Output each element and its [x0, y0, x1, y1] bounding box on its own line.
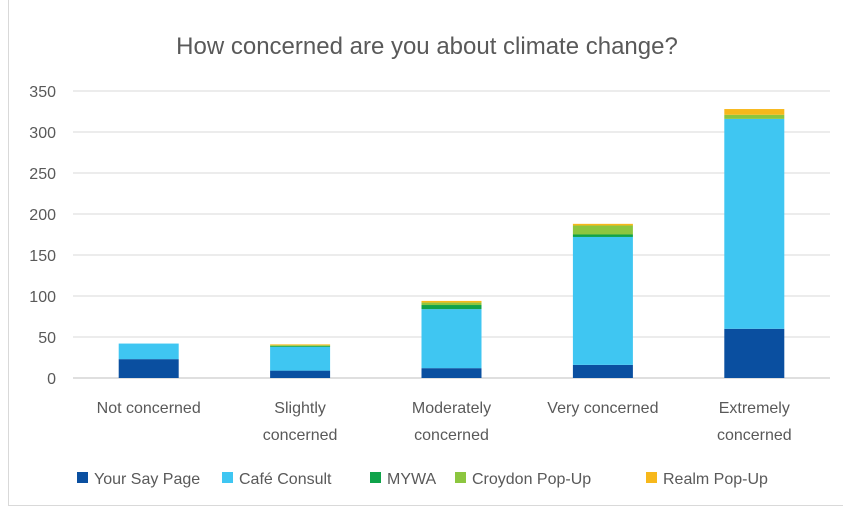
bar-segment [270, 346, 331, 371]
y-tick-label: 250 [29, 166, 56, 183]
legend-swatch [222, 472, 233, 483]
bar-segment [270, 346, 331, 347]
x-axis-labels: Not concerned Slightly concerned Moderately… [97, 400, 792, 444]
legend-swatch [455, 472, 466, 483]
bar-segment [421, 302, 482, 306]
legend-label: Café Consult [239, 471, 332, 488]
bar-segment [572, 223, 633, 226]
bar-segment [270, 344, 331, 346]
bar-segment [724, 114, 785, 119]
bar-segment [572, 236, 633, 365]
x-category-label: Extremely [719, 400, 790, 417]
chart-title: How concerned are you about climate chan… [176, 33, 678, 60]
bar-segment [421, 300, 482, 303]
x-category-label: Not concerned [97, 400, 201, 417]
legend-swatch [646, 472, 657, 483]
y-tick-label: 150 [29, 248, 56, 265]
y-tick-label: 350 [29, 84, 56, 101]
bar-segment [572, 234, 633, 237]
bar-segment [724, 118, 785, 329]
legend-swatch [370, 472, 381, 483]
legend-label: MYWA [387, 471, 437, 488]
y-axis-ticks: 0 50 100 150 200 250 300 350 [29, 84, 56, 388]
y-tick-label: 0 [47, 371, 56, 388]
bar-segment [724, 328, 785, 378]
y-tick-label: 50 [38, 330, 56, 347]
bar-segment [724, 109, 785, 115]
x-category-label: Slightly [274, 400, 326, 417]
bar-segment [270, 370, 331, 378]
bars [118, 109, 785, 378]
legend-label: Croydon Pop-Up [472, 471, 591, 488]
legend-label: Realm Pop-Up [663, 471, 768, 488]
x-category-label: concerned [717, 427, 792, 444]
legend-swatch [77, 472, 88, 483]
x-category-label: concerned [263, 427, 338, 444]
legend: Your Say Page Café Consult MYWA Croydon Pop… [77, 471, 768, 488]
chart-frame [8, 0, 843, 506]
bar-segment [421, 305, 482, 310]
bar-segment [270, 345, 331, 347]
y-tick-label: 200 [29, 207, 56, 224]
legend-label: Your Say Page [94, 471, 200, 488]
bar-segment [421, 309, 482, 369]
bar-segment [421, 368, 482, 378]
bar-segment [572, 364, 633, 378]
x-category-label: Very concerned [547, 400, 658, 417]
bar-segment [572, 225, 633, 235]
y-tick-label: 100 [29, 289, 56, 306]
x-category-label: concerned [414, 427, 489, 444]
bar-segment [118, 359, 179, 378]
y-tick-label: 300 [29, 125, 56, 142]
bar-segment [118, 343, 179, 360]
x-category-label: Moderately [412, 400, 491, 417]
